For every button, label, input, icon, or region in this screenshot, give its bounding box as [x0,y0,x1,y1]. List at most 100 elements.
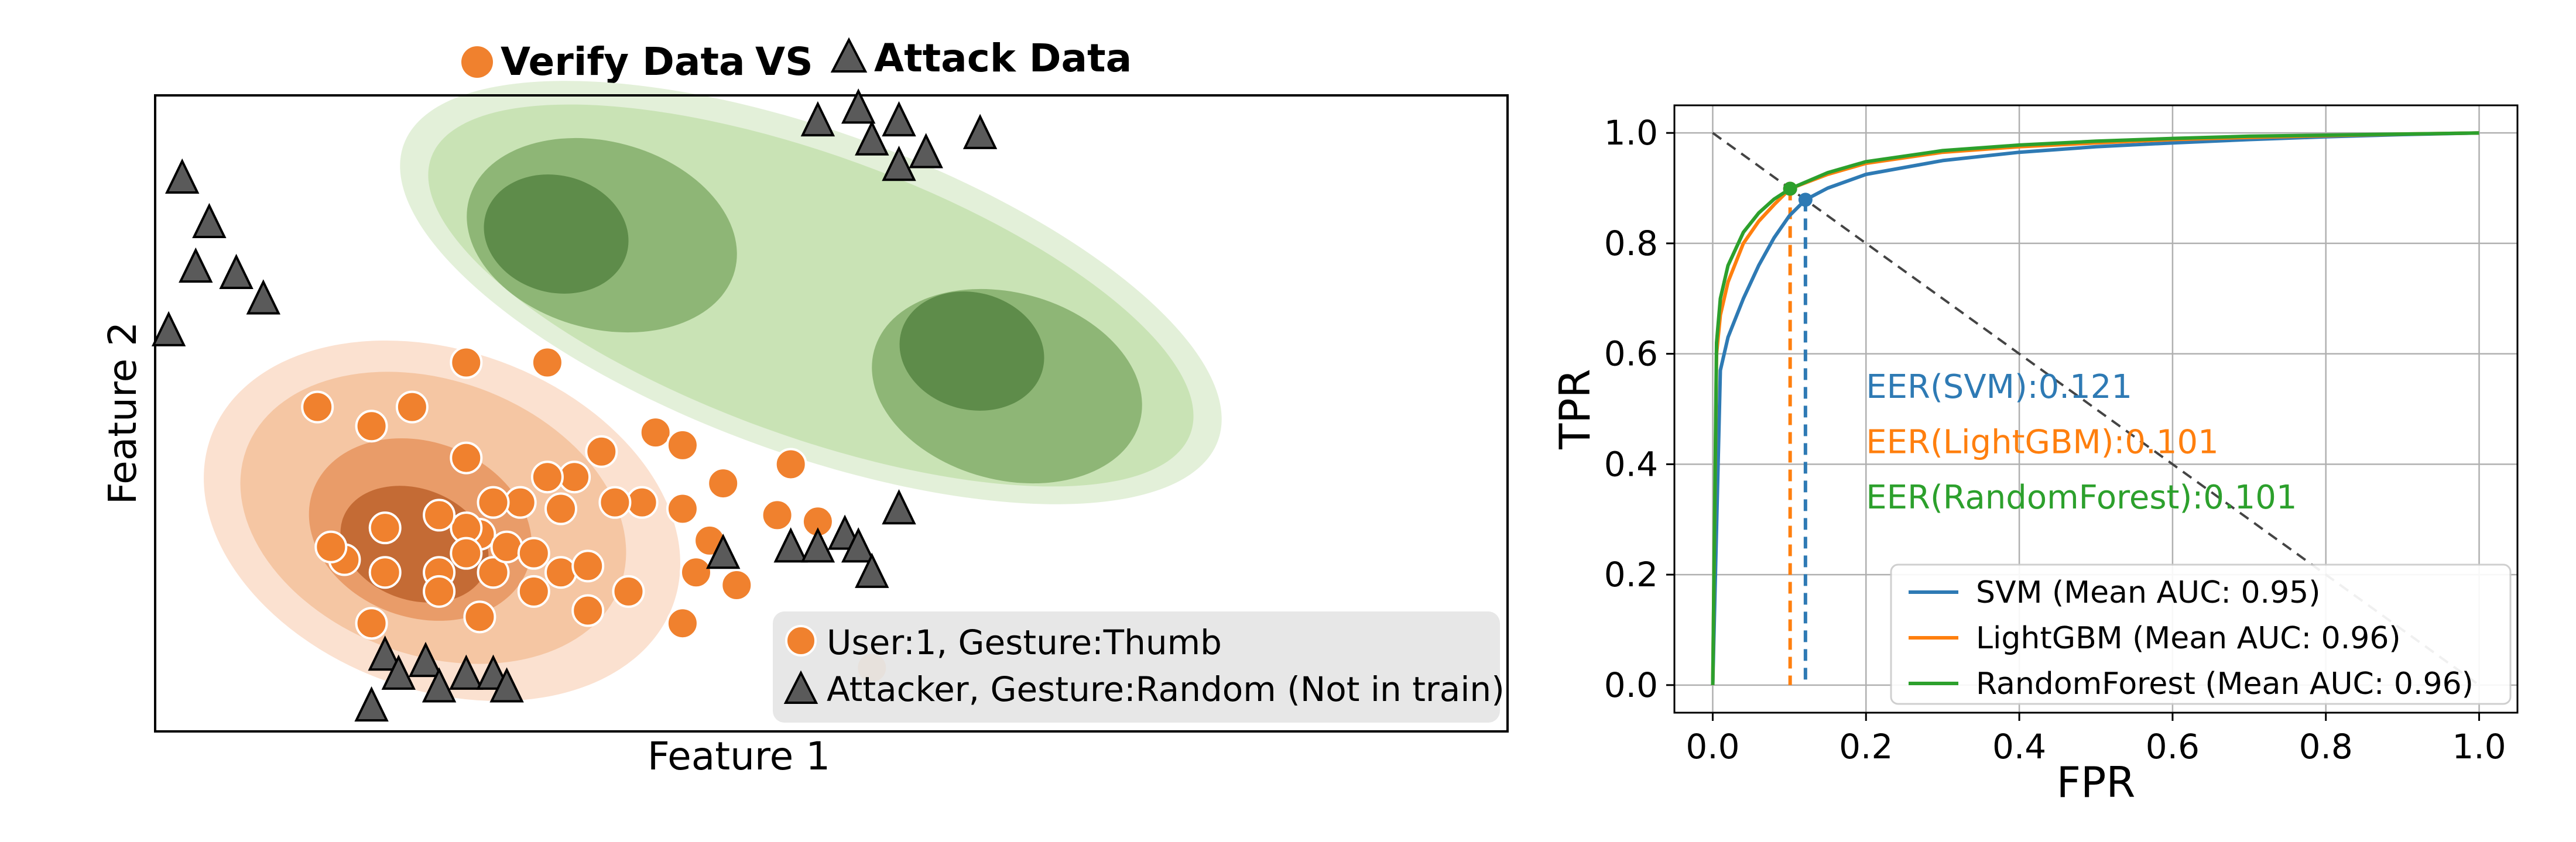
roc-ytick-label: 0.4 [1604,444,1658,484]
verify-point [585,435,618,468]
legend-verify-label: User:1, Gesture:Thumb [827,623,1222,662]
attack-point [773,527,808,563]
verify-point [666,492,699,525]
attack-point [219,253,254,290]
eer-point-svm [1798,193,1813,207]
roc-legend-label-randomforest: RandomForest (Mean AUC: 0.96) [1976,666,2474,702]
roc-xtick-label: 0.4 [1992,727,2046,767]
verify-point [571,549,605,583]
verify-point [571,594,605,627]
attack-point [855,552,889,588]
legend-verify-marker [785,625,817,657]
verify-point [544,492,577,525]
roc-ticks: 0.0 0.2 0.4 0.6 0.8 1.0 0.0 0.2 0.4 0.6 0.8 1.0 [1604,113,2506,767]
roc-curve-randomforest [1711,131,2479,685]
roc-ytick-label: 0.6 [1604,334,1658,374]
roc-xtick-label: 0.6 [2146,727,2200,767]
attack-point [408,641,443,678]
verify-point [355,410,388,443]
attack-point [151,311,186,346]
roc-legend-box [1890,563,2512,705]
title-verify-label: Verify Data [501,39,745,84]
roc-ytick-label: 0.8 [1604,224,1658,263]
left-scatter-points [151,88,998,722]
attack-point [246,279,280,315]
roc-legend-items: SVM (Mean AUC: 0.95) LightGBM (Mean AUC: … [1909,575,2474,702]
verify-point [355,607,388,640]
roc-ytick-label: 0.2 [1604,555,1658,594]
attack-point [909,133,943,169]
attack-point [800,101,835,137]
verify-point [639,416,672,449]
title-vs-label: VS [755,39,813,84]
roc-xtick-label: 0.0 [1686,727,1739,767]
verify-point [517,575,550,608]
roc-curve-svm [1711,131,2479,685]
attack-point [179,247,213,283]
green-density-level-4 [484,174,629,294]
roc-xtick-label: 0.2 [1839,727,1893,767]
attack-point [706,534,741,569]
attack-point [354,686,389,722]
attack-point [165,158,200,194]
left-title: Verify Data VS Attack Data [461,36,1132,84]
verify-point [477,486,510,519]
attack-point [422,667,457,703]
roc-curves [1711,131,2479,685]
verify-point [720,568,753,602]
attack-point [855,120,889,156]
verify-point [774,448,807,481]
left-scatter-panel: Verify Data VS Attack Data [100,36,1509,779]
roc-legend-label-svm: SVM (Mean AUC: 0.95) [1976,575,2321,610]
legend-attack-label: Attacker, Gesture:Random (Not in train) [827,669,1505,709]
green-density-region [400,81,1222,504]
attack-point [368,635,402,671]
verify-point [707,467,740,500]
eer-point-randomforest [1783,181,1797,196]
attack-point [882,145,916,181]
attack-point [882,489,916,525]
verify-point [530,460,564,494]
eer-annotation-lightgbm: EER(LightGBM):0.101 [1866,423,2218,461]
roc-xtick-label: 0.8 [2299,727,2353,767]
roc-ylabel: TPR [1550,369,1599,449]
verify-point [450,537,483,570]
right-roc-panel: 0.0 0.2 0.4 0.6 0.8 1.0 0.0 0.2 0.4 0.6 0.8 1.0 EER… [1550,104,2519,807]
roc-xtick-label: 1.0 [2452,727,2506,767]
legend-attack-marker [783,670,818,704]
left-legend: User:1, Gesture:Thumb Attacker, Gesture:… [773,611,1505,723]
roc-axes-frame [1673,104,2519,714]
left-ylabel: Feature 2 [100,322,145,504]
title-attack-marker [830,37,868,73]
verify-point [423,575,456,608]
green-density-level-4b [899,291,1044,411]
attack-point [800,527,835,563]
roc-legend-label-lightgbm: LightGBM (Mean AUC: 0.96) [1976,621,2401,656]
roc-legend: SVM (Mean AUC: 0.95) LightGBM (Mean AUC: … [1890,563,2512,705]
verify-point [666,607,699,640]
left-axes-frame [154,94,1509,733]
verify-point [450,441,483,475]
left-legend-box [773,611,1500,723]
verify-point [314,530,348,563]
verify-point [530,346,564,379]
attack-point [449,654,484,690]
left-xlabel: Feature 1 [648,734,830,779]
verify-point [517,537,550,570]
title-verify-marker [461,46,493,78]
verify-point [680,556,712,589]
verify-point [450,346,483,379]
attack-point [381,654,416,690]
eer-annotation-svm: EER(SVM):0.121 [1866,368,2132,406]
verify-point [477,556,510,589]
eer-annotation-randomforest: EER(RandomForest):0.101 [1866,479,2297,517]
roc-annotations: EER(SVM):0.121 EER(LightGBM):0.101 EER(Ran… [1866,368,2297,517]
verify-point [423,499,456,532]
verify-point [395,390,429,424]
attack-point [841,88,876,124]
roc-eer-points [1783,181,1813,207]
verify-point [598,486,632,519]
attack-point [489,667,524,703]
roc-ytick-label: 1.0 [1604,113,1658,153]
